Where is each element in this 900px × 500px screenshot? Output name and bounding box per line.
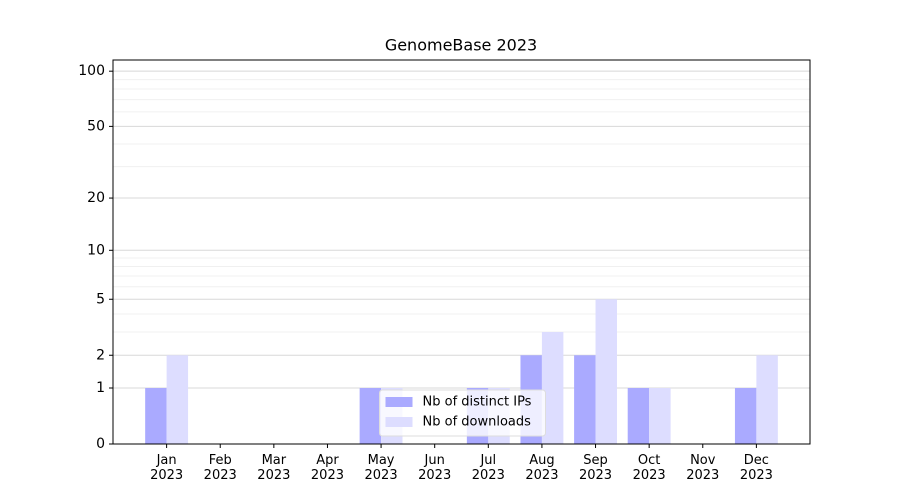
x-tick-label: Nov 2023 — [686, 453, 720, 483]
y-tick-label: 2 — [96, 347, 105, 363]
x-tick-label: Jan 2023 — [150, 453, 184, 483]
legend: Nb of distinct IPs Nb of downloads — [379, 389, 546, 437]
y-tick-label: 5 — [96, 291, 105, 307]
legend-swatch — [385, 417, 413, 427]
y-tick-label: 50 — [87, 118, 105, 134]
x-tick-label: May 2023 — [364, 453, 398, 483]
bar — [595, 299, 617, 444]
bar — [734, 388, 757, 444]
y-tick-label: 100 — [78, 63, 105, 79]
legend-swatch — [385, 397, 413, 407]
bar — [627, 388, 650, 444]
x-tick-label: Jul 2023 — [471, 453, 505, 483]
x-tick-label: Jun 2023 — [418, 453, 452, 483]
x-tick-label: Sep 2023 — [578, 453, 613, 483]
bar — [649, 388, 671, 444]
x-tick-label: Oct 2023 — [632, 453, 666, 483]
plot-frame — [112, 59, 811, 445]
bar — [145, 388, 167, 444]
x-tick-label: Dec 2023 — [739, 453, 773, 483]
bar — [166, 355, 189, 444]
x-tick-label: Apr 2023 — [310, 453, 344, 483]
y-tick-label: 20 — [87, 190, 105, 206]
chart-title: GenomeBase 2023 — [385, 36, 537, 55]
y-tick-label: 0 — [96, 436, 105, 452]
legend-label: Nb of downloads — [423, 415, 532, 430]
x-tick-label: Aug 2023 — [525, 453, 559, 483]
legend-label: Nb of distinct IPs — [423, 395, 532, 410]
y-tick-label: 1 — [96, 380, 105, 396]
x-tick-label: Feb 2023 — [203, 453, 237, 483]
x-tick-label: Mar 2023 — [257, 453, 291, 483]
bar — [756, 355, 778, 444]
bar — [541, 332, 564, 444]
legend-box — [379, 389, 546, 437]
bar — [359, 388, 382, 444]
y-tick-label: 10 — [87, 242, 105, 258]
bar — [574, 355, 596, 444]
